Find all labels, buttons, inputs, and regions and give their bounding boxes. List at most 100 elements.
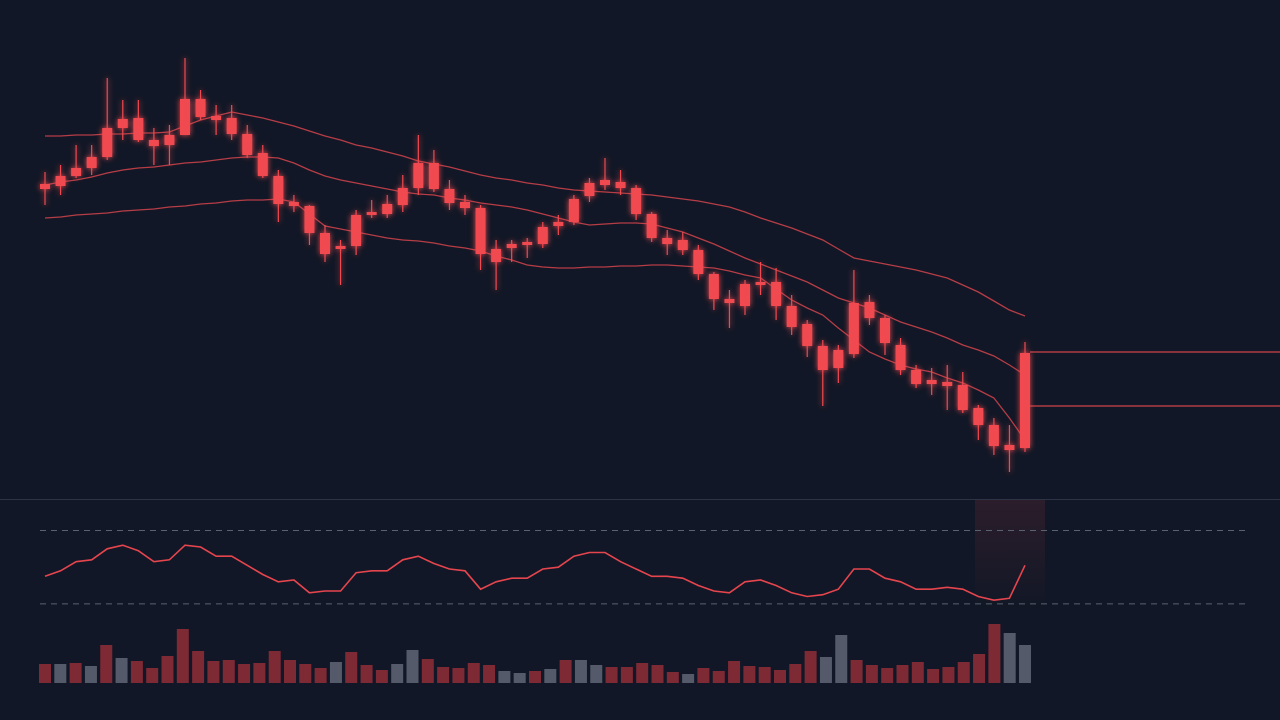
candle-body: [242, 134, 253, 155]
candle-body: [833, 350, 844, 368]
candle-body: [320, 233, 330, 254]
candle-body: [771, 282, 782, 306]
volume-bar: [54, 664, 67, 683]
candle-body: [211, 116, 222, 120]
candle-body: [413, 163, 424, 188]
candle-body: [428, 163, 439, 189]
volume-bar: [115, 658, 128, 683]
candle-body: [880, 318, 890, 343]
volume-bar: [498, 671, 511, 683]
candle-body: [988, 425, 999, 446]
volume-bar: [544, 669, 557, 683]
candle-body: [304, 206, 315, 233]
volume-bar: [299, 664, 312, 683]
volume-bar: [375, 670, 388, 683]
candle-body: [1004, 445, 1015, 450]
candles: [40, 58, 1030, 472]
candle-body: [615, 182, 626, 188]
volume-bar: [911, 662, 924, 683]
volume-bar: [636, 663, 649, 683]
volume-bar: [483, 665, 496, 683]
candle-body: [802, 324, 813, 346]
volume-bar: [697, 668, 710, 683]
volume-bar: [666, 672, 679, 683]
volume-bar: [865, 665, 878, 683]
volume-bar: [881, 668, 894, 683]
candle-body: [55, 176, 66, 186]
volume-bar: [161, 656, 174, 683]
candle-body: [584, 183, 595, 196]
candle-body: [444, 189, 455, 203]
candle-body: [257, 153, 268, 176]
volume-bar: [100, 645, 113, 683]
oscillator-line: [44, 544, 1026, 602]
volume-bar: [360, 665, 373, 683]
volume-bar: [238, 664, 251, 683]
candle-body: [71, 168, 82, 176]
volume-bar: [452, 668, 465, 683]
volume-bar: [329, 662, 342, 683]
candle-body: [491, 249, 502, 262]
volume-bar: [819, 657, 832, 683]
candle-body: [351, 215, 362, 246]
candle-body: [102, 128, 113, 157]
volume-bar: [421, 659, 434, 683]
candle-body: [895, 345, 906, 370]
candle-body: [973, 408, 984, 425]
candle-body: [755, 282, 766, 285]
highlight-haze: [975, 500, 1045, 610]
candle-body: [133, 118, 144, 140]
candle-body: [926, 380, 937, 384]
volume-bar: [192, 651, 205, 683]
volume-bar: [973, 654, 986, 683]
candle-body: [693, 250, 704, 274]
candle-body: [942, 382, 953, 386]
volume-bar: [130, 661, 143, 683]
volume-bar: [835, 635, 848, 683]
volume-bar: [574, 660, 587, 683]
candle-body: [180, 99, 190, 135]
candle-body: [1020, 353, 1030, 448]
candle-body: [817, 346, 828, 370]
candle-body: [724, 299, 735, 303]
volume-bar: [743, 666, 756, 683]
candle-body: [382, 204, 393, 214]
volume-bar: [268, 651, 281, 683]
candle-body: [460, 202, 470, 208]
volume-bar: [391, 664, 404, 683]
volume-bar: [284, 660, 296, 683]
volume-bar: [513, 673, 526, 683]
candle-body: [506, 244, 517, 248]
volume-bar: [942, 667, 955, 683]
candle-body: [522, 242, 533, 245]
band-line: [45, 111, 1026, 317]
volume-bar: [467, 663, 480, 683]
volume-bar: [712, 671, 725, 683]
volume-bar: [207, 661, 220, 683]
candle-body: [164, 135, 175, 145]
volume-bar: [682, 674, 695, 683]
volume-bar: [176, 629, 189, 683]
candle-body: [475, 208, 486, 254]
volume-bar: [605, 667, 618, 683]
volume-bar: [957, 662, 970, 683]
candle-body: [195, 99, 206, 117]
volume-bar: [590, 665, 603, 683]
volume-bar: [39, 664, 51, 683]
candle-body: [117, 119, 128, 128]
band-line: [44, 156, 1026, 376]
candle-body: [864, 302, 875, 318]
volume-bar: [850, 660, 863, 683]
volume-bar: [437, 667, 450, 683]
volume-bar: [758, 667, 771, 683]
candle-body: [148, 140, 159, 146]
candle-body: [288, 202, 299, 206]
candle-body: [646, 214, 657, 238]
candle-body: [631, 188, 642, 214]
volume-bar: [314, 668, 327, 683]
candle-body: [86, 157, 97, 168]
candle-body: [40, 184, 50, 189]
candle-body: [848, 303, 859, 354]
